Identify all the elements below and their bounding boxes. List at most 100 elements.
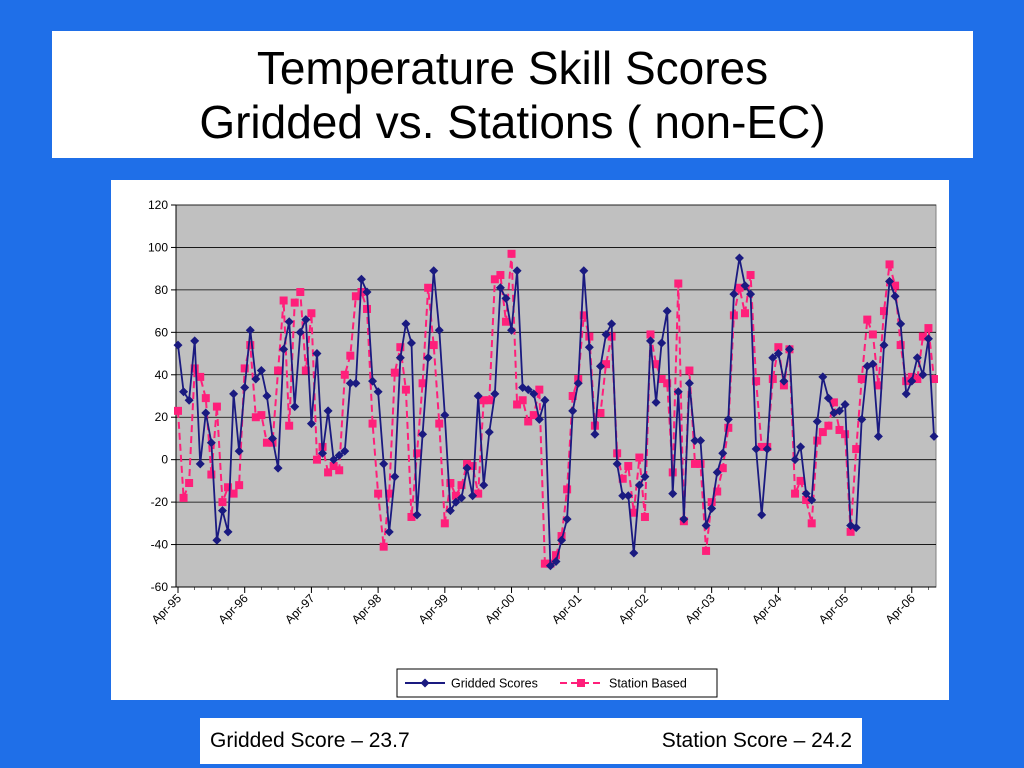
station-point — [879, 307, 888, 316]
gridded-point — [634, 480, 644, 490]
title-box: Temperature Skill Scores Gridded vs. Sta… — [52, 31, 973, 158]
gridded-point — [646, 336, 655, 346]
gridded-point — [885, 276, 895, 286]
gridded-point — [184, 395, 194, 405]
legend-gridded-label: Gridded Scores — [451, 677, 538, 691]
gridded-point — [668, 489, 678, 499]
plot-area — [175, 204, 937, 588]
station-point — [190, 364, 199, 373]
gridded-point — [690, 436, 700, 446]
gridded-point — [301, 315, 311, 325]
station-point — [507, 249, 516, 258]
station-point — [385, 489, 394, 498]
gridded-point — [857, 414, 867, 424]
gridded-point — [429, 266, 439, 276]
gridded-score-text: Gridded Score – 23.7 — [210, 729, 410, 752]
x-tick-label: Apr-96 — [215, 591, 251, 627]
score-summary: Gridded Score – 23.7 Station Score – 24.… — [200, 718, 862, 764]
x-tick-label: Apr-98 — [349, 591, 385, 627]
station-point — [646, 330, 655, 339]
station-point — [363, 304, 371, 313]
gridded-point — [751, 444, 761, 454]
gridded-point — [234, 446, 244, 456]
gridded-point — [562, 514, 572, 524]
y-tick-label: -40 — [151, 538, 169, 552]
gridded-point — [779, 376, 789, 386]
gridded-point — [896, 319, 906, 329]
station-point — [285, 421, 294, 430]
gridded-point — [568, 406, 578, 416]
legend-box — [396, 668, 718, 698]
x-tick-label: Apr-97 — [282, 591, 318, 627]
station-point — [540, 559, 549, 568]
gridded-point — [334, 450, 344, 460]
gridded-point — [734, 253, 744, 263]
gridded-point — [540, 395, 550, 405]
legend-station-marker — [577, 679, 585, 687]
station-point — [818, 428, 827, 437]
gridded-point — [423, 353, 433, 363]
station-point — [468, 462, 477, 471]
gridded-point — [784, 344, 794, 354]
gridded-point — [356, 274, 366, 284]
gridded-point — [673, 387, 683, 397]
chart-panel: -60 -40 -20 0 20 40 60 80 100 120 Apr-95 Apr-96 Apr-… — [111, 180, 949, 700]
gridded-point — [445, 506, 455, 516]
station-point — [674, 279, 683, 288]
gridded-point — [740, 281, 750, 291]
gridded-point — [240, 383, 250, 393]
gridded-point — [551, 557, 561, 567]
station-point — [568, 392, 577, 400]
gridded-point — [395, 353, 405, 363]
station-point — [207, 470, 216, 479]
station-point — [212, 402, 221, 411]
station-point — [324, 468, 333, 477]
x-tick-label: Apr-00 — [482, 591, 518, 627]
station-point — [824, 421, 833, 430]
gridded-point — [268, 433, 277, 443]
station-point — [529, 411, 538, 420]
station-point — [407, 512, 416, 521]
station-point — [396, 343, 405, 352]
gridded-point — [462, 463, 472, 473]
station-point — [685, 366, 694, 375]
gridded-point — [579, 266, 589, 276]
station-point — [440, 519, 449, 528]
gridded-point — [368, 376, 378, 386]
gridded-point — [217, 506, 227, 516]
station-point — [368, 419, 377, 428]
gridded-point — [473, 391, 483, 401]
station-point — [524, 417, 533, 426]
gridded-point — [890, 291, 900, 301]
gridded-point — [807, 495, 817, 505]
gridded-point — [651, 397, 661, 407]
gridded-point — [823, 393, 833, 403]
station-point — [752, 377, 761, 386]
gridded-point — [901, 389, 911, 399]
x-tick-label: Apr-04 — [749, 591, 785, 627]
station-point — [657, 375, 666, 384]
legend-station-label: Station Based — [609, 677, 687, 691]
station-point — [251, 413, 260, 422]
gridded-point — [573, 378, 583, 388]
gridded-point — [373, 387, 383, 397]
station-point — [479, 396, 488, 405]
station-point — [924, 324, 933, 333]
gridded-point — [790, 455, 800, 465]
station-point — [474, 489, 483, 498]
station-point — [846, 527, 855, 536]
station-point — [274, 366, 283, 375]
station-point — [307, 309, 316, 318]
gridded-point — [340, 446, 350, 456]
slide-title-line-1: Temperature Skill Scores — [256, 41, 769, 94]
station-point — [579, 311, 588, 320]
gridded-point — [201, 408, 211, 418]
station-point — [746, 271, 755, 280]
gridded-point — [818, 372, 828, 382]
station-point — [640, 512, 649, 521]
station-point — [501, 317, 510, 326]
station-point — [435, 419, 444, 428]
station-point — [174, 406, 182, 415]
gridded-point — [723, 414, 733, 424]
station-point — [351, 292, 360, 301]
